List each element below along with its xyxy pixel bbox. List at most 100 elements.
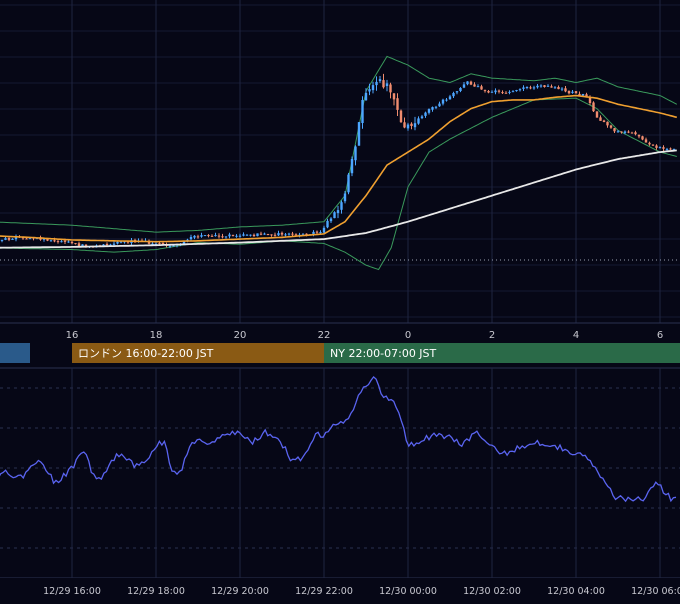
candle-down bbox=[291, 233, 294, 235]
time-tick-label-top: 6 bbox=[657, 330, 663, 341]
candle-up bbox=[452, 93, 455, 97]
candle-up bbox=[357, 122, 361, 146]
candle-down bbox=[669, 148, 672, 150]
candle-up bbox=[60, 241, 63, 243]
candle-down bbox=[56, 241, 60, 243]
time-tick-label-top: 20 bbox=[234, 330, 247, 341]
candle-up bbox=[329, 218, 333, 222]
candle-down bbox=[270, 234, 273, 236]
candle-down bbox=[469, 81, 473, 85]
ma-long-line bbox=[0, 149, 677, 249]
candle-up bbox=[354, 146, 357, 161]
candle-down bbox=[410, 123, 413, 126]
candle-down bbox=[564, 88, 567, 92]
candle-down bbox=[613, 128, 616, 132]
candle-up bbox=[658, 147, 662, 149]
candle-down bbox=[641, 136, 644, 140]
candle-down bbox=[637, 134, 641, 137]
candle-down bbox=[273, 234, 277, 236]
candle-up bbox=[364, 93, 368, 101]
candle-up bbox=[189, 237, 193, 240]
candle-up bbox=[182, 241, 186, 244]
bollinger-lower-line bbox=[0, 97, 677, 271]
candle-down bbox=[501, 92, 504, 94]
candle-up bbox=[0, 239, 4, 241]
candle-up bbox=[413, 123, 417, 128]
candle-down bbox=[74, 243, 77, 245]
candle-up bbox=[616, 131, 620, 133]
candle-down bbox=[588, 96, 592, 103]
candle-up bbox=[256, 233, 259, 237]
candle-down bbox=[315, 231, 319, 233]
candle-up bbox=[455, 91, 459, 93]
candle-up bbox=[476, 86, 480, 88]
candle-up bbox=[284, 234, 287, 236]
candle-up bbox=[508, 91, 511, 93]
candle-up bbox=[553, 87, 557, 89]
candle-up bbox=[4, 238, 7, 240]
session-tokyo-block bbox=[0, 343, 30, 363]
candle-down bbox=[578, 93, 581, 96]
candle-down bbox=[46, 238, 49, 241]
bollinger-upper-line bbox=[0, 55, 678, 233]
candle-up bbox=[361, 100, 364, 123]
candle-down bbox=[550, 86, 553, 88]
candle-down bbox=[217, 235, 221, 237]
candle-down bbox=[126, 241, 130, 243]
candle-down bbox=[543, 85, 546, 87]
time-tick-label-bottom: 12/30 04:00 bbox=[547, 586, 605, 597]
candle-down bbox=[473, 84, 476, 87]
candle-down bbox=[644, 139, 648, 143]
candle-up bbox=[623, 131, 627, 133]
candle-up bbox=[371, 85, 375, 91]
candle-up bbox=[375, 81, 378, 86]
candle-up bbox=[14, 236, 18, 240]
candle-up bbox=[224, 236, 228, 238]
candle-up bbox=[343, 193, 347, 202]
candle-up bbox=[168, 245, 172, 247]
candle-down bbox=[403, 122, 406, 128]
candle-down bbox=[382, 80, 385, 88]
time-tick-label-top: 2 bbox=[489, 330, 495, 341]
candle-up bbox=[336, 210, 340, 214]
time-tick-label-bottom: 12/29 18:00 bbox=[127, 586, 185, 597]
candle-up bbox=[67, 241, 70, 243]
time-tick-label-top: 4 bbox=[573, 330, 579, 341]
candle-down bbox=[396, 98, 399, 110]
candle-up bbox=[42, 238, 46, 240]
candle-down bbox=[595, 111, 599, 118]
candle-up bbox=[235, 235, 238, 237]
indicator-line bbox=[0, 375, 677, 503]
candle-up bbox=[263, 233, 266, 235]
candle-up bbox=[515, 90, 518, 92]
candle-up bbox=[109, 244, 112, 246]
price-panel bbox=[0, 0, 680, 323]
candle-down bbox=[529, 87, 532, 89]
candle-down bbox=[161, 243, 165, 245]
candle-up bbox=[312, 231, 315, 235]
time-tick-label-bottom: 12/29 20:00 bbox=[211, 586, 269, 597]
candle-down bbox=[77, 243, 81, 247]
candle-down bbox=[231, 234, 235, 236]
time-tick-label-top: 18 bbox=[150, 330, 163, 341]
candle-up bbox=[322, 227, 326, 233]
candle-down bbox=[662, 147, 665, 149]
candle-down bbox=[592, 102, 595, 112]
candle-up bbox=[203, 235, 207, 237]
candle-up bbox=[490, 91, 494, 93]
candle-up bbox=[340, 202, 343, 210]
time-tick-label-bottom: 12/30 06:00 bbox=[631, 586, 680, 597]
candle-down bbox=[599, 117, 602, 121]
time-tick-label-top: 0 bbox=[405, 330, 411, 341]
candle-down bbox=[53, 240, 56, 242]
candle-down bbox=[651, 144, 655, 146]
candle-up bbox=[438, 103, 441, 107]
candle-down bbox=[70, 241, 74, 244]
candle-up bbox=[448, 96, 452, 100]
candle-down bbox=[627, 131, 630, 133]
candle-down bbox=[259, 233, 263, 235]
candle-down bbox=[63, 240, 67, 242]
candle-up bbox=[49, 240, 53, 242]
